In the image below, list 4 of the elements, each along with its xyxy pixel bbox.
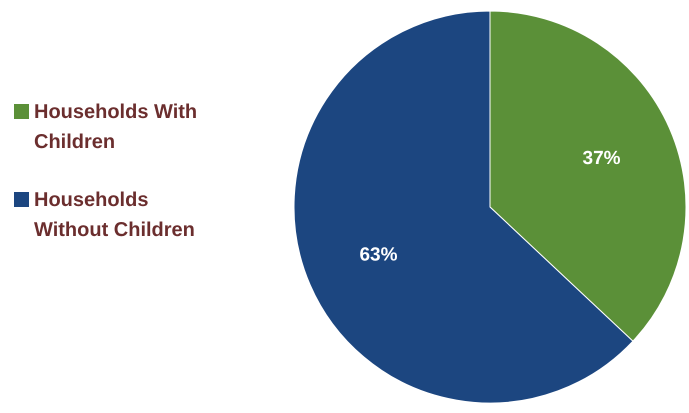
- data-label: 63%: [359, 244, 398, 266]
- legend-label: Households With Children: [34, 101, 198, 153]
- data-label: 37%: [582, 148, 621, 169]
- legend-label: Households Without Children: [34, 189, 195, 241]
